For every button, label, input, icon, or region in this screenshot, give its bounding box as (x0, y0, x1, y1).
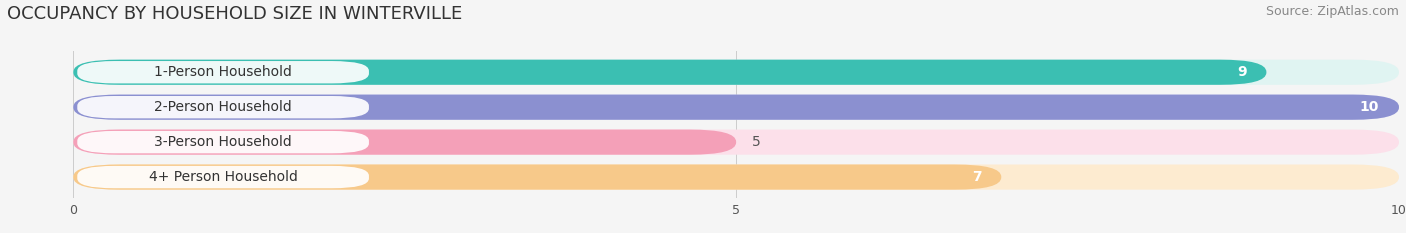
Text: 1-Person Household: 1-Person Household (155, 65, 292, 79)
Text: 5: 5 (752, 135, 761, 149)
Text: Source: ZipAtlas.com: Source: ZipAtlas.com (1265, 5, 1399, 18)
FancyBboxPatch shape (73, 164, 1001, 190)
FancyBboxPatch shape (73, 60, 1399, 85)
Text: 4+ Person Household: 4+ Person Household (149, 170, 298, 184)
FancyBboxPatch shape (73, 95, 1399, 120)
FancyBboxPatch shape (73, 95, 1399, 120)
FancyBboxPatch shape (73, 164, 1399, 190)
FancyBboxPatch shape (77, 131, 368, 153)
FancyBboxPatch shape (73, 60, 1267, 85)
FancyBboxPatch shape (73, 130, 737, 155)
Text: 2-Person Household: 2-Person Household (155, 100, 292, 114)
Text: 10: 10 (1360, 100, 1379, 114)
Text: 7: 7 (972, 170, 981, 184)
Text: 9: 9 (1237, 65, 1247, 79)
FancyBboxPatch shape (77, 166, 368, 188)
Text: 3-Person Household: 3-Person Household (155, 135, 292, 149)
FancyBboxPatch shape (77, 61, 368, 83)
Text: OCCUPANCY BY HOUSEHOLD SIZE IN WINTERVILLE: OCCUPANCY BY HOUSEHOLD SIZE IN WINTERVIL… (7, 5, 463, 23)
FancyBboxPatch shape (77, 96, 368, 118)
FancyBboxPatch shape (73, 130, 1399, 155)
